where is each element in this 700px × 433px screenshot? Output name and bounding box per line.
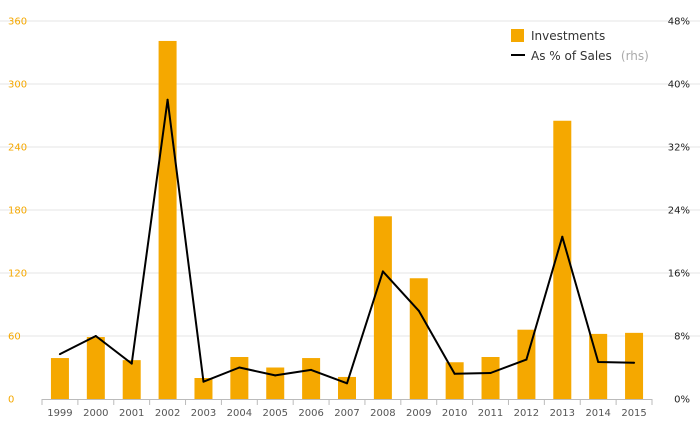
- bar-2014: [589, 333, 608, 399]
- bar-2008: [373, 216, 392, 399]
- x-tick-label: 2001: [119, 408, 144, 419]
- sales-pct-point-2015: [633, 361, 636, 364]
- right-axis-ticks: 0% 8% 16% 24% 32% 40% 48%: [668, 17, 690, 406]
- x-tick-label: 2011: [478, 408, 503, 419]
- right-tick-label: 16%: [668, 269, 690, 280]
- sales-pct-point-2010: [453, 372, 456, 375]
- x-axis-ticks: 1999 2000 2001 2002 2003 2004 2005 2006 2007 2008…: [41, 399, 653, 419]
- sales-pct-point-2007: [346, 382, 348, 385]
- bar-2009: [409, 278, 428, 399]
- left-tick-label: 300: [8, 80, 27, 91]
- sales-pct-point-2004: [238, 366, 241, 369]
- bar-2005: [266, 367, 285, 399]
- x-tick-label: 2010: [442, 408, 467, 419]
- x-tick-label: 2004: [227, 408, 252, 419]
- left-tick-label: 360: [8, 17, 27, 28]
- sales-pct-point-2003: [202, 380, 205, 383]
- bar-2000: [86, 337, 105, 399]
- bar-2001: [122, 360, 141, 399]
- sales-pct-point-2005: [274, 374, 277, 377]
- sales-pct-point-2013: [561, 235, 564, 238]
- left-tick-label: 120: [8, 269, 27, 280]
- right-tick-label: 48%: [668, 17, 690, 28]
- left-tick-label: 60: [8, 332, 21, 343]
- bar-2002: [158, 40, 177, 399]
- right-tick-label: 0%: [674, 395, 690, 406]
- left-tick-label: 180: [8, 206, 27, 217]
- sales-pct-point-2000: [94, 335, 97, 337]
- x-tick-label: 2006: [298, 408, 323, 419]
- x-tick-label: 2008: [370, 408, 395, 419]
- sales-pct-point-2011: [489, 372, 492, 375]
- sales-pct-point-2014: [597, 360, 600, 363]
- x-tick-label: 2012: [514, 408, 539, 419]
- x-tick-label: 2002: [155, 408, 180, 419]
- right-tick-label: 24%: [668, 206, 690, 217]
- x-tick-label: 2000: [83, 408, 108, 419]
- gridlines: [0, 20, 700, 337]
- legend-label-rhs: (rhs): [621, 49, 649, 63]
- bar-2015: [625, 332, 644, 399]
- sales-pct-line: [58, 98, 636, 385]
- legend-label-sales-pct: As % of Sales: [531, 49, 612, 63]
- sales-pct-point-2006: [310, 368, 313, 371]
- left-tick-label: 0: [8, 395, 14, 406]
- sales-pct-point-1999: [58, 353, 61, 356]
- legend-label-sales-pct-group: As % of Sales (rhs): [531, 45, 649, 64]
- x-tick-label: 2014: [585, 408, 610, 419]
- right-tick-label: 40%: [668, 80, 690, 91]
- legend-swatch-investments: [511, 29, 524, 42]
- right-tick-label: 32%: [668, 143, 690, 154]
- sales-pct-point-2008: [381, 270, 384, 273]
- x-tick-label: 2005: [263, 408, 288, 419]
- legend: Investments As % of Sales (rhs): [511, 29, 649, 64]
- bar-1999: [50, 358, 69, 399]
- x-tick-label: 2007: [334, 408, 359, 419]
- sales-pct-point-2009: [417, 309, 420, 312]
- sales-pct-polyline: [59, 98, 635, 385]
- bar-2013: [553, 120, 572, 399]
- legend-label-investments: Investments: [531, 29, 605, 43]
- sales-pct-point-2012: [525, 358, 528, 361]
- bar-2006: [302, 358, 321, 399]
- right-tick-label: 8%: [674, 332, 690, 343]
- left-axis-ticks: 0 60 120 180 240 300 360: [8, 17, 27, 406]
- x-tick-label: 2003: [191, 408, 216, 419]
- x-tick-label: 1999: [47, 408, 72, 419]
- bar-2011: [481, 357, 500, 399]
- sales-pct-point-2001: [130, 362, 133, 365]
- x-tick-label: 2015: [621, 408, 646, 419]
- sales-pct-point-2002: [166, 98, 169, 101]
- bar-2010: [445, 362, 464, 399]
- bar-2004: [230, 357, 249, 399]
- x-tick-label: 2013: [550, 408, 575, 419]
- left-tick-label: 240: [8, 143, 27, 154]
- bar-2003: [194, 378, 213, 399]
- x-tick-label: 2009: [406, 408, 431, 419]
- investment-bars: [50, 40, 644, 399]
